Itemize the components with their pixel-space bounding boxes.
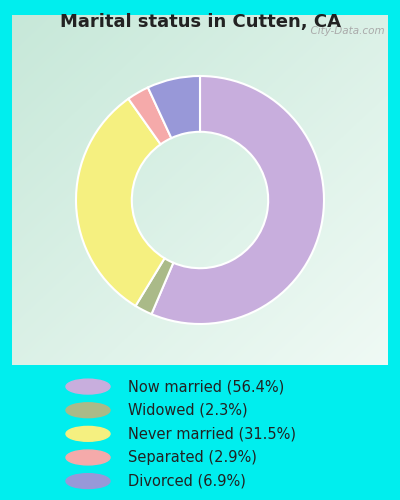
Wedge shape xyxy=(152,76,324,324)
Text: Separated (2.9%): Separated (2.9%) xyxy=(128,450,257,465)
Text: Widowed (2.3%): Widowed (2.3%) xyxy=(128,402,248,417)
Text: Never married (31.5%): Never married (31.5%) xyxy=(128,426,296,442)
Wedge shape xyxy=(136,258,173,314)
Circle shape xyxy=(66,426,110,442)
Circle shape xyxy=(66,379,110,394)
Text: Divorced (6.9%): Divorced (6.9%) xyxy=(128,474,246,488)
Circle shape xyxy=(66,474,110,488)
Wedge shape xyxy=(76,99,164,306)
Wedge shape xyxy=(148,76,200,138)
Circle shape xyxy=(66,403,110,417)
Text: City-Data.com: City-Data.com xyxy=(304,26,384,36)
Wedge shape xyxy=(128,88,171,144)
Text: Marital status in Cutten, CA: Marital status in Cutten, CA xyxy=(60,12,340,30)
Text: Now married (56.4%): Now married (56.4%) xyxy=(128,379,284,394)
Circle shape xyxy=(66,450,110,465)
